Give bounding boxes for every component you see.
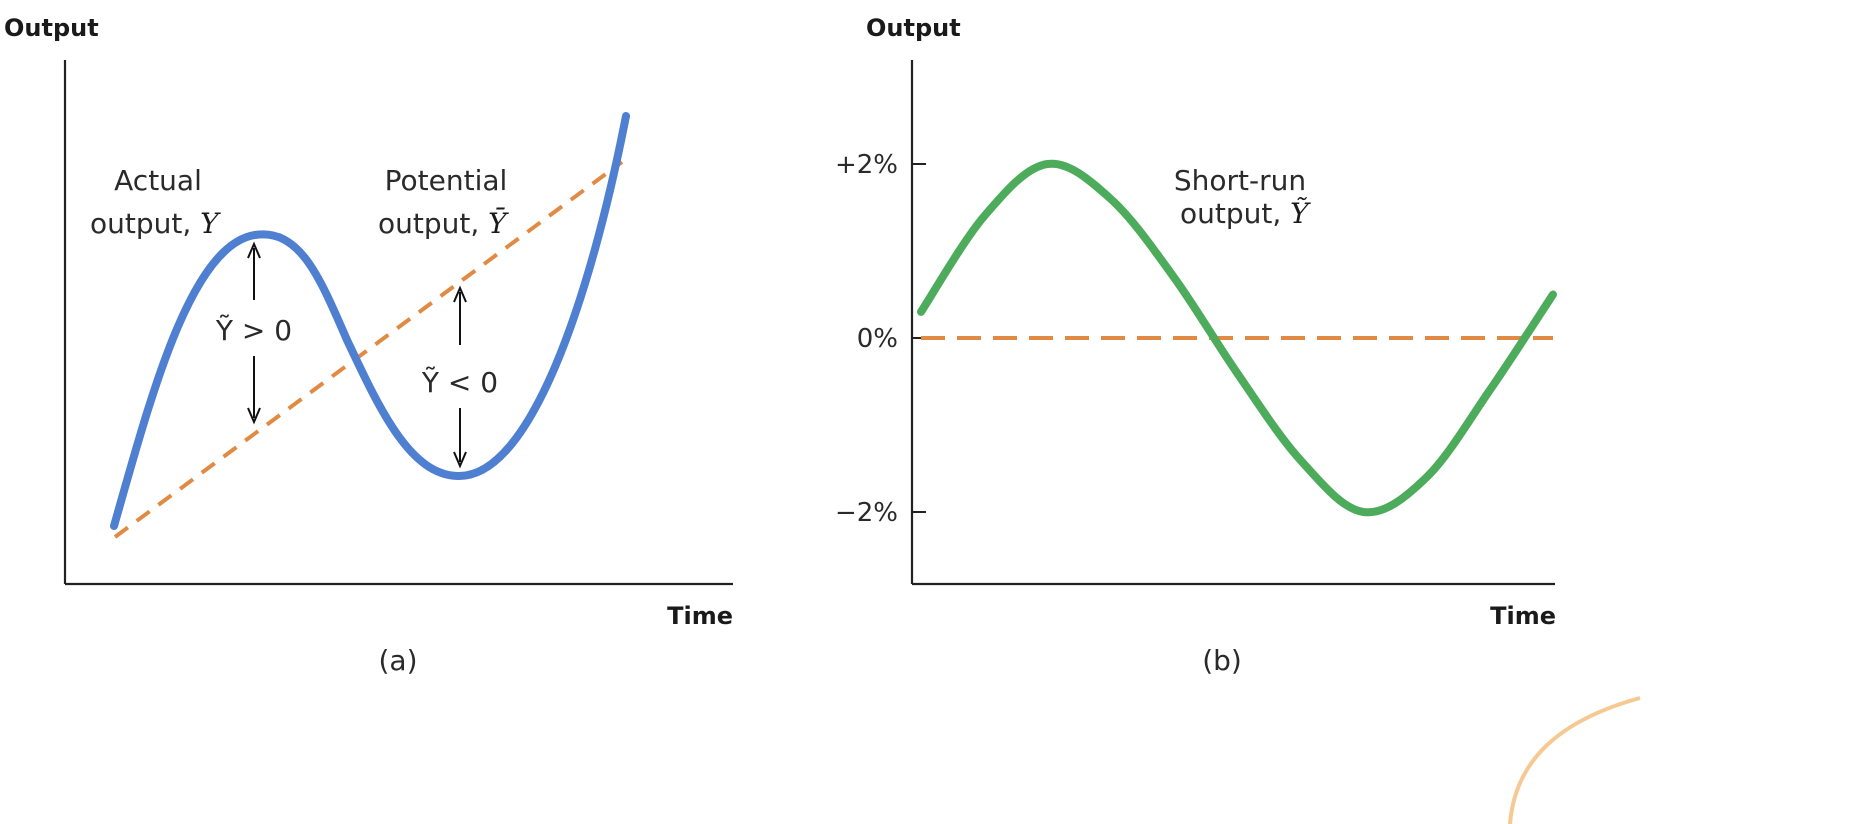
panel-b-caption: (b): [1202, 644, 1242, 677]
potential-output-label-line2: output, Ȳ: [378, 207, 509, 240]
potential-output-line: [113, 160, 624, 539]
short-run-output-label-line2: output, Ỹ: [1180, 197, 1311, 230]
panel-a: Output Time Actual output, Y Potential o…: [4, 14, 733, 677]
actual-output-line: [110, 112, 630, 530]
actual-output-label-line2: output, Y: [90, 207, 221, 240]
negative-gap-label: Ỹ < 0: [421, 366, 498, 399]
panel-b-y-tick-label: 0%: [857, 324, 898, 354]
short-run-output-label-line1: Short-run: [1174, 164, 1306, 197]
panel-b-y-axis-title: Output: [866, 14, 961, 42]
panel-a-y-axis-title: Output: [4, 14, 99, 42]
negative-gap-annotation: Ỹ < 0: [421, 285, 498, 469]
potential-output-label-line1: Potential: [385, 164, 508, 197]
panel-a-x-axis-title: Time: [667, 602, 733, 630]
panel-b-y-ticks: +2% 0% −2%: [835, 150, 926, 528]
positive-gap-annotation: Ỹ > 0: [215, 241, 292, 425]
panel-a-caption: (a): [378, 644, 417, 677]
positive-gap-label: Ỹ > 0: [215, 314, 292, 347]
actual-output-label-line1: Actual: [114, 164, 202, 197]
panel-b: Output Time +2% 0% −2% Short-run output, Ỹ…: [835, 14, 1557, 677]
panel-b-x-axis-title: Time: [1490, 602, 1556, 630]
panel-b-y-tick-label: +2%: [835, 150, 898, 180]
short-run-output-line: [917, 159, 1557, 517]
panel-b-y-tick-label: −2%: [835, 498, 898, 528]
decorative-corner-arc: [1508, 696, 1641, 824]
